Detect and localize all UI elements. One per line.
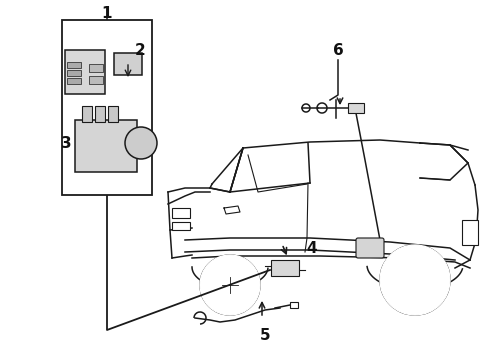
Text: 4: 4 <box>307 240 318 256</box>
Text: 2: 2 <box>135 42 146 58</box>
Text: 3: 3 <box>61 135 72 150</box>
Bar <box>172 208 190 218</box>
Circle shape <box>125 127 157 159</box>
Bar <box>89 76 103 84</box>
Circle shape <box>380 245 450 315</box>
Circle shape <box>200 255 260 315</box>
Bar <box>271 260 299 276</box>
Bar <box>67 62 81 68</box>
Bar <box>348 103 364 113</box>
Bar <box>65 50 105 94</box>
Bar <box>75 120 137 172</box>
Text: 5: 5 <box>260 328 270 342</box>
Bar <box>290 302 298 308</box>
Bar <box>462 220 478 245</box>
Bar <box>67 70 81 76</box>
Text: 6: 6 <box>333 42 343 58</box>
Bar <box>114 53 142 75</box>
Bar <box>95 106 105 122</box>
FancyBboxPatch shape <box>356 238 384 258</box>
Bar <box>62 20 152 195</box>
Bar <box>89 64 103 72</box>
Bar <box>108 106 118 122</box>
Bar <box>172 222 190 230</box>
Bar <box>82 106 92 122</box>
Bar <box>67 78 81 84</box>
Text: 1: 1 <box>102 5 112 21</box>
